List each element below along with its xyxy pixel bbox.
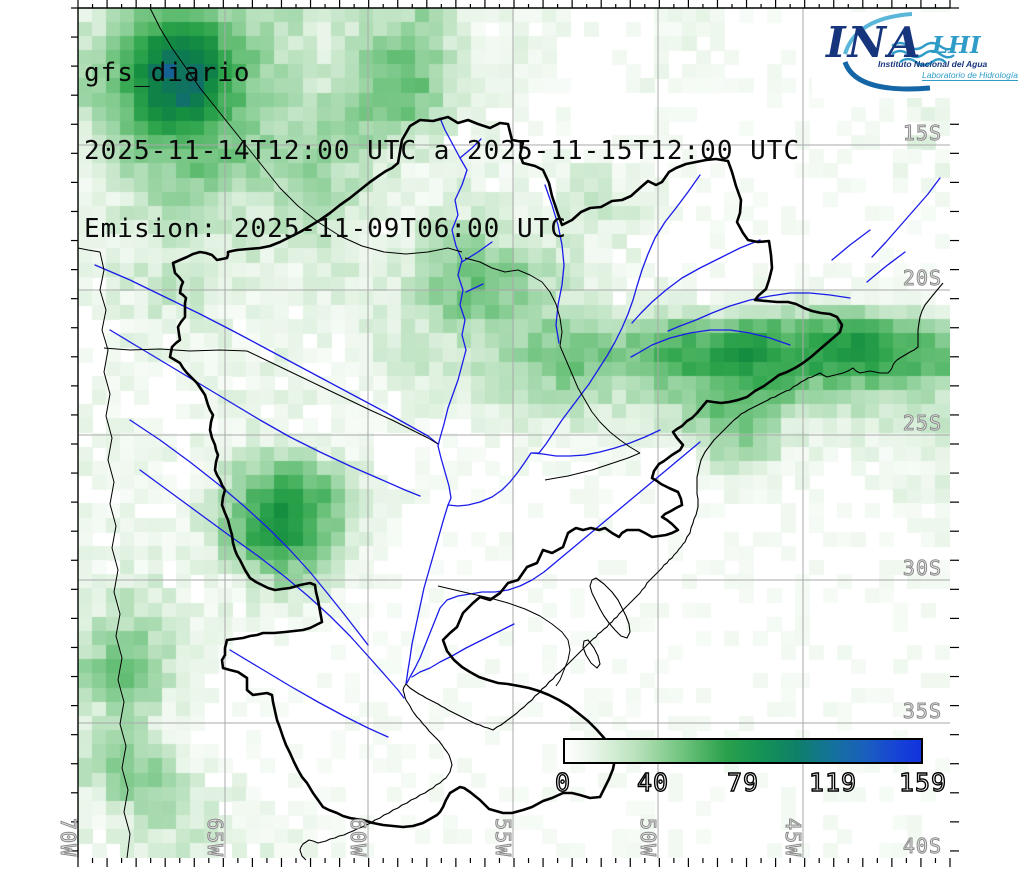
river	[831, 229, 871, 261]
river	[667, 292, 851, 332]
river	[139, 469, 405, 699]
precipitation-raster-layer	[78, 8, 950, 858]
river	[465, 283, 484, 293]
river	[871, 177, 941, 258]
coastline	[299, 282, 944, 861]
river	[109, 329, 421, 497]
country-border	[77, 247, 101, 253]
lat-label-25S: 25S	[902, 411, 942, 436]
colorbar-tick-79: 79	[726, 767, 760, 797]
basin-boundary	[168, 115, 844, 829]
logo-org-name: Instituto Nacional del Agua	[878, 59, 988, 69]
logo-unit: LHI	[932, 32, 981, 59]
river	[229, 649, 389, 738]
lagoon	[582, 639, 601, 669]
river	[631, 239, 761, 324]
lon-label-55W: 55W	[491, 818, 516, 858]
map-title-block: gfs_diario 2025-11-14T12:00 UTC a 2025-1…	[84, 8, 800, 294]
country-border	[99, 251, 131, 859]
logo-lab-name: Laboratorio de Hidrología	[922, 70, 1018, 81]
colorbar-tick-40: 40	[636, 767, 670, 797]
logo-arcs-and-waves-icon	[842, 12, 955, 92]
river	[439, 117, 453, 144]
country-border	[464, 257, 563, 347]
colorbar-tick-159: 159	[898, 767, 948, 797]
country-border	[559, 345, 641, 454]
river	[630, 329, 791, 358]
river	[459, 138, 482, 159]
lat-label-30S: 30S	[902, 556, 942, 581]
lon-label-50W: 50W	[636, 818, 661, 858]
river	[94, 264, 439, 445]
country-border	[149, 7, 463, 255]
logo-acronym: INA	[826, 18, 923, 67]
country-border	[437, 585, 571, 687]
model-name: gfs_diario	[84, 58, 251, 88]
river	[531, 429, 661, 457]
river	[406, 441, 701, 684]
river	[405, 174, 701, 685]
water-waves-icon	[891, 41, 955, 67]
forecast-period: 2025-11-14T12:00 UTC a 2025-11-15T12:00 …	[84, 136, 801, 166]
lon-label-65W: 65W	[203, 818, 228, 858]
lon-label-60W: 60W	[346, 818, 371, 858]
lon-label-45W: 45W	[781, 818, 806, 858]
river	[544, 184, 565, 344]
lat-label-20S: 20S	[902, 266, 942, 291]
lon-label-70W: 70W	[56, 818, 81, 858]
lagoon	[589, 577, 631, 639]
country-border	[103, 347, 248, 352]
country-border	[246, 350, 439, 445]
country-border	[544, 452, 641, 481]
lat-label-35S: 35S	[902, 699, 942, 724]
river	[437, 142, 468, 506]
lat-label-40S: 40S	[902, 834, 942, 859]
colorbar-tick-0: 0	[554, 767, 572, 797]
ina-logo: INA LHI Instituto Nacional del Agua Labo…	[812, 12, 1018, 98]
lat-label-15S: 15S	[902, 121, 942, 146]
emission-time: Emision: 2025-11-09T06:00 UTC	[84, 214, 567, 244]
river	[866, 251, 906, 283]
colorbar-tick-119: 119	[808, 767, 858, 797]
colorbar-gradient	[563, 738, 923, 764]
river	[129, 419, 369, 646]
